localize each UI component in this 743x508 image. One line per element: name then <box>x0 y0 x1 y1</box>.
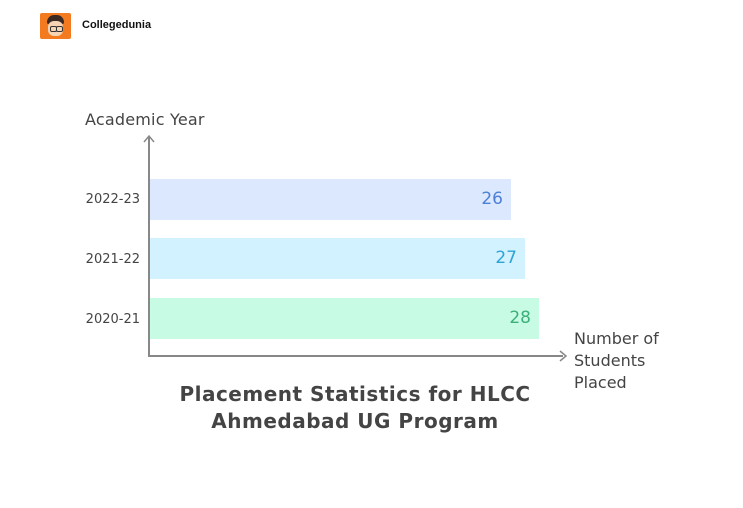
category-label: 2020-21 <box>85 312 140 327</box>
bar-value: 26 <box>481 189 503 209</box>
y-axis-title: Academic Year <box>85 110 205 129</box>
logo <box>40 13 71 39</box>
x-axis-line <box>148 355 563 357</box>
bar-value: 27 <box>495 248 517 268</box>
arrow-right-icon <box>559 350 568 362</box>
mascot-hair-icon <box>47 15 64 24</box>
chart-title: Placement Statistics for HLCC Ahmedabad … <box>140 381 570 435</box>
bar-value: 28 <box>509 308 531 328</box>
category-label: 2022-23 <box>85 192 140 207</box>
bar-2022-23: 26 <box>150 179 511 220</box>
arrow-up-icon <box>143 134 155 143</box>
glasses-icon <box>56 26 63 32</box>
brand-name: Collegedunia <box>82 19 152 31</box>
mascot-face-icon <box>48 21 63 36</box>
chart-title-line-2: Ahmedabad UG Program <box>211 409 499 433</box>
category-label: 2021-22 <box>85 252 140 267</box>
chart-title-line-1: Placement Statistics for HLCC <box>179 382 531 406</box>
x-axis-title: Number of Students Placed <box>574 329 659 392</box>
bar-2020-21: 28 <box>150 298 539 339</box>
bar-2021-22: 27 <box>150 238 525 279</box>
y-axis-line <box>148 137 150 357</box>
